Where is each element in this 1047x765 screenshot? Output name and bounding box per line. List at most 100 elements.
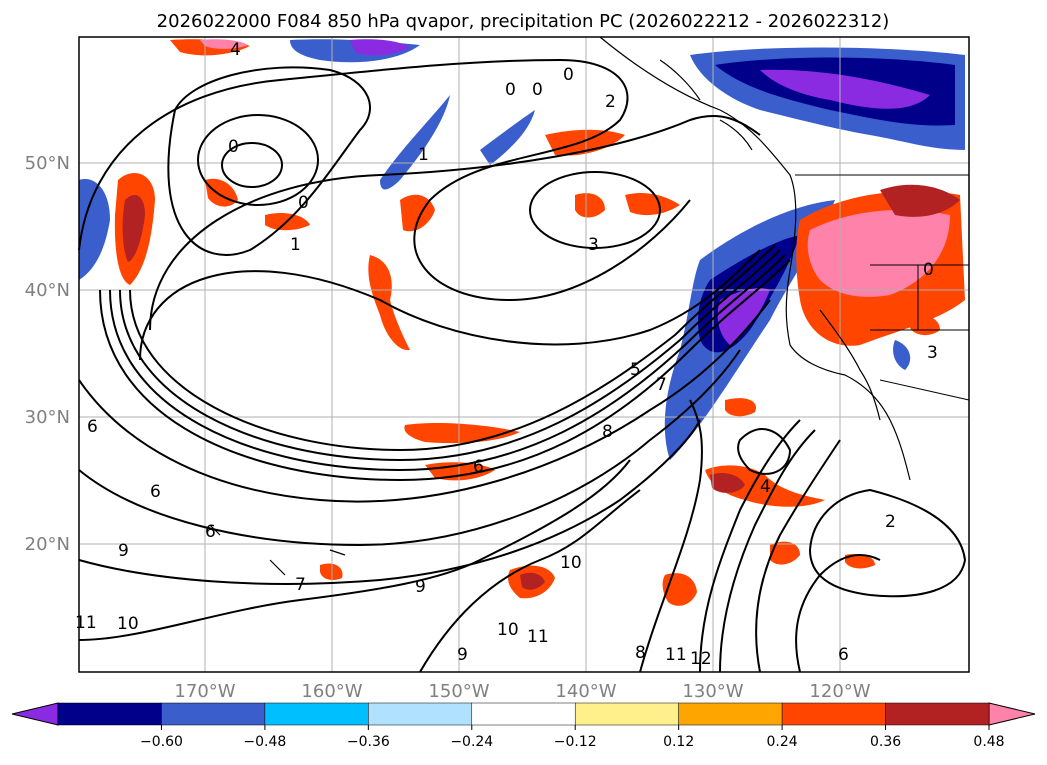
contour-label: 0 [563, 65, 574, 85]
contour-line [139, 249, 761, 361]
map-panel: 4 0 0 0 0 0 2 1 1 3 5 7 8 6 6 6 6 9 7 9 … [75, 36, 970, 673]
colorbar-segment [885, 702, 990, 726]
colorbar-tick-label: 0.48 [973, 734, 1004, 750]
contour-line [149, 115, 761, 331]
lat-label-50n: 50°N [25, 153, 70, 174]
precip-area [200, 39, 248, 49]
contour-label: 1 [290, 235, 301, 255]
precip-area [480, 110, 535, 165]
contour-line [99, 259, 791, 482]
lon-label-130w: 130°W [682, 681, 743, 702]
contour-label: 6 [87, 417, 98, 437]
contour-label: 11 [527, 627, 549, 647]
precip-area [625, 193, 680, 216]
contour-line [197, 114, 319, 206]
precip-area [368, 255, 410, 351]
coastline [599, 36, 911, 481]
colorbar-segment [264, 702, 369, 726]
contour-line [719, 429, 816, 673]
contour-label: 11 [75, 613, 97, 633]
colorbar-tick-label: 0.24 [767, 734, 798, 750]
latitude-labels: 50°N 40°N 30°N 20°N [25, 153, 70, 555]
map-frame [78, 36, 970, 673]
contour-label: 3 [588, 235, 599, 255]
lon-label-170w: 170°W [174, 681, 235, 702]
colorbar-tick-label: −0.36 [347, 734, 390, 750]
precip-area [893, 340, 911, 370]
precip-area [725, 398, 756, 417]
contour-label: 10 [117, 614, 139, 634]
contour-label: 7 [656, 375, 667, 395]
longitude-labels: 170°W 160°W 150°W 140°W 130°W 120°W [174, 681, 870, 702]
contour-line [639, 399, 703, 673]
contour-label: 0 [532, 80, 543, 100]
contour-line [78, 58, 691, 302]
colorbar-segment [574, 702, 679, 726]
contour-label: 0 [298, 193, 309, 213]
contour-label: 0 [228, 137, 239, 157]
contour-label: 9 [457, 645, 468, 665]
precip-area [705, 465, 825, 507]
gridlines [79, 37, 969, 672]
precip-shading [79, 39, 965, 606]
lat-label-20n: 20°N [25, 534, 70, 555]
colorbar: −0.60 −0.48 −0.36 −0.24 −0.12 0.12 0.24 0.36 0.4… [11, 702, 1036, 750]
contour-line [737, 428, 792, 475]
contour-label: 7 [295, 575, 306, 595]
contour-label: 8 [635, 643, 646, 663]
coastline [819, 309, 881, 421]
figure-title: 2026022000 F084 850 hPa qvapor, precipit… [157, 11, 890, 32]
contour-label: 9 [118, 541, 129, 561]
colorbar-tick-label: −0.60 [140, 734, 183, 750]
contour-line [119, 249, 781, 462]
contour-label: 11 [665, 645, 687, 665]
coastlines [209, 36, 970, 576]
contour-label: 6 [205, 522, 216, 542]
contour-labels: 4 0 0 0 0 0 2 1 1 3 5 7 8 6 6 6 6 9 7 9 … [75, 40, 938, 669]
contour-line [109, 254, 786, 472]
contour-line [808, 488, 967, 598]
lon-label-150w: 150°W [428, 681, 489, 702]
contour-label: 0 [923, 260, 934, 280]
colorbar-tick-label: 0.36 [870, 734, 901, 750]
contour-line [755, 439, 841, 673]
colorbar-segment [781, 702, 886, 726]
contour-label: 6 [838, 645, 849, 665]
contour-label: 9 [415, 577, 426, 597]
precip-area [350, 39, 410, 56]
border-line [795, 174, 970, 401]
contour-line [167, 66, 371, 256]
contour-line [221, 142, 283, 188]
contour-line [699, 419, 801, 673]
contour-label: 6 [473, 457, 484, 477]
contour-label: 10 [560, 553, 582, 573]
contour-label: 3 [927, 343, 938, 363]
colorbar-left-extend [11, 702, 59, 726]
colorbar-segment [471, 702, 576, 726]
colorbar-right-extend [988, 702, 1036, 726]
precip-area [380, 95, 450, 190]
contour-line [78, 459, 631, 641]
contour-label: 10 [497, 620, 519, 640]
precip-area [880, 184, 960, 217]
precip-area [320, 563, 343, 580]
contour-line [78, 299, 771, 503]
lat-label-30n: 30°N [25, 407, 70, 428]
precip-area [520, 572, 545, 590]
colorbar-tick-label: −0.12 [554, 734, 597, 750]
contour-line [129, 244, 776, 452]
contour-label: 5 [630, 360, 641, 380]
precip-area [710, 473, 745, 493]
contour-label: 12 [690, 649, 712, 669]
colorbar-tick-label: 0.12 [663, 734, 694, 750]
precip-area [122, 195, 145, 262]
contour-line [78, 349, 741, 547]
contour-label: 0 [505, 80, 516, 100]
precip-area [79, 179, 110, 280]
precip-area [807, 210, 950, 297]
colorbar-segment [678, 702, 783, 726]
lat-label-40n: 40°N [25, 280, 70, 301]
precip-area [770, 541, 800, 565]
lon-label-140w: 140°W [555, 681, 616, 702]
